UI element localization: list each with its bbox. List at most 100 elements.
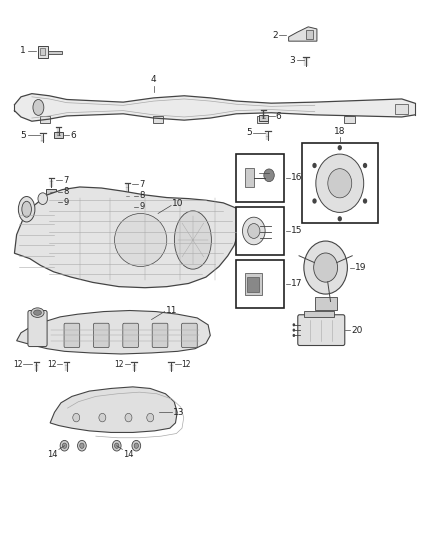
- Circle shape: [248, 223, 260, 238]
- Bar: [344, 116, 355, 123]
- Bar: [237, 154, 284, 202]
- Bar: [257, 116, 268, 123]
- Text: 3: 3: [290, 56, 295, 64]
- Circle shape: [99, 414, 106, 422]
- Text: 13: 13: [173, 408, 184, 417]
- Text: 9: 9: [63, 198, 68, 207]
- Polygon shape: [14, 187, 241, 288]
- Circle shape: [312, 198, 317, 204]
- Text: 6: 6: [70, 131, 76, 140]
- Bar: [237, 260, 284, 308]
- Circle shape: [363, 163, 367, 168]
- Text: 4: 4: [151, 75, 156, 84]
- Circle shape: [363, 198, 367, 204]
- Text: 14: 14: [123, 450, 134, 459]
- Polygon shape: [17, 311, 210, 354]
- Text: 5: 5: [246, 128, 252, 138]
- FancyBboxPatch shape: [182, 323, 197, 348]
- FancyBboxPatch shape: [28, 311, 47, 346]
- Ellipse shape: [18, 197, 35, 222]
- Bar: [302, 143, 378, 223]
- Text: 6: 6: [276, 112, 281, 121]
- Circle shape: [328, 168, 352, 198]
- Bar: [237, 207, 284, 255]
- Circle shape: [73, 414, 80, 422]
- Circle shape: [125, 414, 132, 422]
- Bar: [39, 46, 48, 58]
- FancyBboxPatch shape: [298, 315, 345, 345]
- Text: 5: 5: [21, 131, 26, 140]
- Circle shape: [338, 216, 342, 221]
- Polygon shape: [48, 51, 62, 54]
- FancyBboxPatch shape: [93, 323, 109, 348]
- Circle shape: [314, 253, 338, 282]
- Text: 14: 14: [47, 450, 58, 459]
- FancyBboxPatch shape: [152, 323, 168, 348]
- Text: 16: 16: [291, 173, 302, 182]
- Text: 2: 2: [272, 31, 278, 40]
- Bar: [306, 30, 313, 38]
- Circle shape: [134, 443, 138, 448]
- Bar: [46, 189, 57, 195]
- Text: 18: 18: [334, 126, 346, 135]
- Text: 19: 19: [355, 263, 367, 272]
- Bar: [46, 200, 57, 204]
- Circle shape: [132, 440, 141, 451]
- Circle shape: [293, 328, 295, 332]
- Circle shape: [316, 154, 364, 213]
- Ellipse shape: [31, 308, 44, 317]
- Bar: [245, 168, 254, 188]
- Bar: [259, 116, 268, 120]
- Bar: [122, 205, 133, 208]
- Text: 11: 11: [166, 306, 177, 315]
- Text: 10: 10: [172, 199, 184, 208]
- Circle shape: [78, 440, 86, 451]
- Bar: [123, 193, 133, 199]
- Circle shape: [62, 443, 67, 448]
- Circle shape: [243, 217, 265, 245]
- Circle shape: [115, 443, 119, 448]
- Bar: [54, 132, 64, 138]
- Bar: [315, 297, 336, 310]
- Text: 12: 12: [114, 360, 124, 368]
- Bar: [40, 116, 50, 123]
- Ellipse shape: [22, 201, 32, 217]
- Circle shape: [264, 169, 274, 182]
- Circle shape: [293, 334, 295, 337]
- Text: 1: 1: [21, 46, 26, 55]
- Text: 7: 7: [63, 175, 69, 184]
- Polygon shape: [14, 94, 415, 121]
- Bar: [245, 273, 261, 295]
- Text: 9: 9: [139, 202, 145, 211]
- Circle shape: [304, 241, 347, 294]
- Text: 7: 7: [139, 180, 145, 189]
- Circle shape: [312, 163, 317, 168]
- Circle shape: [80, 443, 84, 448]
- Bar: [153, 116, 163, 123]
- Text: 12: 12: [182, 360, 191, 368]
- Ellipse shape: [38, 193, 47, 205]
- Bar: [247, 277, 259, 292]
- Text: 8: 8: [139, 191, 145, 200]
- Polygon shape: [50, 387, 177, 432]
- Text: 20: 20: [351, 326, 362, 335]
- Text: 12: 12: [13, 360, 22, 368]
- Circle shape: [338, 145, 342, 150]
- Ellipse shape: [34, 310, 42, 316]
- Bar: [40, 47, 46, 55]
- FancyBboxPatch shape: [123, 323, 138, 348]
- Text: 8: 8: [63, 187, 69, 196]
- Polygon shape: [289, 27, 317, 41]
- Bar: [395, 104, 408, 114]
- Circle shape: [60, 440, 69, 451]
- Bar: [304, 311, 334, 317]
- Ellipse shape: [115, 214, 167, 266]
- Circle shape: [113, 440, 121, 451]
- Text: 12: 12: [47, 360, 56, 368]
- Ellipse shape: [33, 100, 44, 115]
- Circle shape: [293, 323, 295, 326]
- FancyBboxPatch shape: [64, 323, 80, 348]
- Text: 15: 15: [291, 227, 302, 236]
- Ellipse shape: [174, 211, 212, 269]
- Circle shape: [147, 414, 154, 422]
